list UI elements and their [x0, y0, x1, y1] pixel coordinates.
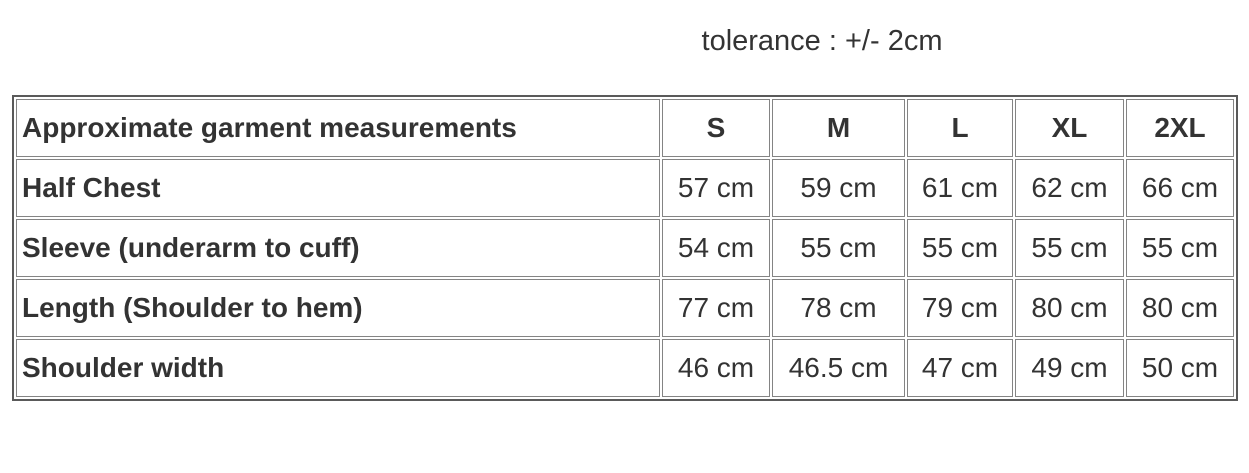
table-row: Sleeve (underarm to cuff) 54 cm 55 cm 55 cm… [16, 219, 1234, 277]
header-measurements-label: Approximate garment measurements [16, 99, 660, 157]
measurement-value: 46.5 cm [772, 339, 905, 397]
header-size-2xl: 2XL [1126, 99, 1234, 157]
measurement-value: 50 cm [1126, 339, 1234, 397]
garment-measurements-table: Approximate garment measurements S M L XL 2XL… [12, 95, 1238, 401]
table-body: Half Chest 57 cm 59 cm 61 cm 62 cm 66 cm Sleev… [16, 159, 1234, 397]
measurement-value: 49 cm [1015, 339, 1124, 397]
measurement-value: 77 cm [662, 279, 770, 337]
measurement-value: 59 cm [772, 159, 905, 217]
header-size-l: L [907, 99, 1013, 157]
measurement-label: Shoulder width [16, 339, 660, 397]
measurement-value: 57 cm [662, 159, 770, 217]
measurement-value: 55 cm [1015, 219, 1124, 277]
measurement-value: 62 cm [1015, 159, 1124, 217]
measurement-value: 55 cm [772, 219, 905, 277]
measurement-label: Half Chest [16, 159, 660, 217]
table-row: Half Chest 57 cm 59 cm 61 cm 62 cm 66 cm [16, 159, 1234, 217]
table-row: Length (Shoulder to hem) 77 cm 78 cm 79 cm 8… [16, 279, 1234, 337]
measurement-value: 61 cm [907, 159, 1013, 217]
table-header-row: Approximate garment measurements S M L XL 2XL [16, 99, 1234, 157]
header-size-m: M [772, 99, 905, 157]
measurement-value: 46 cm [662, 339, 770, 397]
tolerance-caption: tolerance : +/- 2cm [701, 25, 943, 57]
measurement-value: 55 cm [1126, 219, 1234, 277]
table-row: Shoulder width 46 cm 46.5 cm 47 cm 49 cm 50 c… [16, 339, 1234, 397]
measurement-value: 55 cm [907, 219, 1013, 277]
measurement-value: 80 cm [1015, 279, 1124, 337]
measurement-label: Length (Shoulder to hem) [16, 279, 660, 337]
measurement-value: 79 cm [907, 279, 1013, 337]
measurement-value: 78 cm [772, 279, 905, 337]
measurement-label: Sleeve (underarm to cuff) [16, 219, 660, 277]
measurement-value: 47 cm [907, 339, 1013, 397]
header-size-xl: XL [1015, 99, 1124, 157]
size-chart-page: tolerance : +/- 2cm Approximate garment … [0, 24, 1249, 401]
header-size-s: S [662, 99, 770, 157]
measurement-value: 66 cm [1126, 159, 1234, 217]
measurement-value: 80 cm [1126, 279, 1234, 337]
measurement-value: 54 cm [662, 219, 770, 277]
